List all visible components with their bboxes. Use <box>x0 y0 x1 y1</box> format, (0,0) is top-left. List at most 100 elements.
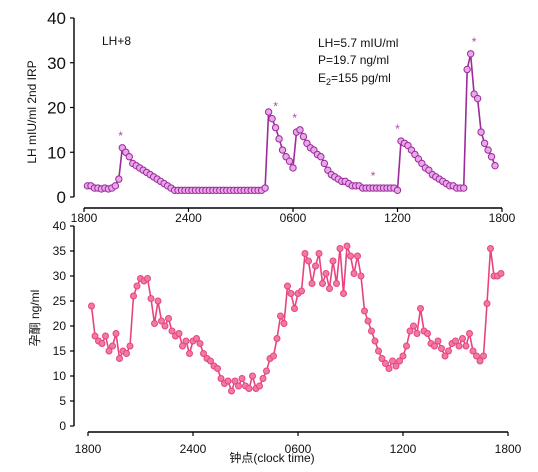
progesterone-plot-area <box>88 242 505 395</box>
lh-value-label: LH=5.7 mIU/ml <box>318 36 398 50</box>
progesterone-y-axis-title: 孕酮 ng/ml <box>28 290 42 347</box>
lh-data-point <box>261 184 269 192</box>
progesterone-data-point <box>273 335 281 342</box>
progesterone-data-point <box>406 327 414 335</box>
progesterone-data-point <box>361 307 368 315</box>
lh-data-point <box>480 139 489 148</box>
progesterone-data-point <box>378 355 386 362</box>
progesterone-y-axis: 0 5 10 15 20 25 30 35 40 <box>53 219 75 433</box>
progesterone-data-point <box>480 352 487 360</box>
progesterone-data-point <box>123 350 130 357</box>
progesterone-data-point <box>116 355 123 362</box>
estradiol-suffix: =155 pg/ml <box>331 71 391 85</box>
progesterone-data-point <box>469 347 477 355</box>
progesterone-data-point <box>161 322 169 330</box>
progesterone-series-line <box>90 245 502 394</box>
progesterone-data-point <box>371 337 379 345</box>
progesterone-y-tick-label: 15 <box>53 344 67 358</box>
progesterone-data-point <box>329 257 337 265</box>
progesterone-data-point <box>144 275 151 282</box>
lh-data-point <box>296 126 304 134</box>
progesterone-data-point <box>322 270 330 277</box>
progesterone-y-tick-label: 5 <box>59 394 66 408</box>
progesterone-data-point <box>340 290 347 297</box>
progesterone-data-point <box>301 250 309 257</box>
progesterone-data-point <box>214 365 221 372</box>
lh-y-tick-label: 20 <box>47 99 66 118</box>
progesterone-data-point <box>207 357 214 365</box>
progesterone-data-point <box>158 317 165 325</box>
x-axis-title: 钟点(clock time) <box>229 450 314 465</box>
progesterone-data-point <box>354 252 361 260</box>
progesterone-data-point <box>182 337 190 345</box>
pulse-marker: * <box>273 100 278 114</box>
progesterone-y-tick-label: 35 <box>53 244 67 258</box>
progesterone-data-point <box>466 330 473 337</box>
progesterone-data-point <box>133 282 141 290</box>
progesterone-data-point <box>287 290 295 297</box>
progesterone-y-tick-label: 0 <box>59 419 66 433</box>
lh-data-point <box>317 153 325 161</box>
progesterone-data-point <box>368 327 375 335</box>
estradiol-value-label: E2=155 pg/ml <box>318 71 391 87</box>
lh-y-tick-label: 0 <box>57 188 66 207</box>
progesterone-data-point <box>154 297 162 305</box>
progesterone-data-point <box>483 300 491 307</box>
progesterone-data-point <box>473 352 480 360</box>
progesterone-data-point <box>497 270 505 277</box>
progesterone-data-point <box>88 302 95 310</box>
estradiol-prefix: E <box>318 71 326 85</box>
progesterone-data-point <box>277 312 284 320</box>
progesterone-data-point <box>217 375 225 382</box>
lh-data-point <box>289 164 297 172</box>
pulse-marker: * <box>371 169 376 183</box>
progesterone-data-point <box>487 245 494 252</box>
progesterone-data-point <box>196 340 204 347</box>
progesterone-data-point <box>392 362 400 370</box>
progesterone-data-point <box>168 327 176 335</box>
progesterone-data-point <box>91 332 99 340</box>
progesterone-data-point <box>249 372 256 380</box>
progesterone-data-point <box>319 280 326 287</box>
lh-data-point <box>115 175 123 183</box>
progesterone-data-point <box>165 315 172 322</box>
progesterone-data-point <box>455 342 463 350</box>
progesterone-data-point <box>256 382 263 390</box>
lh-data-point <box>264 108 273 116</box>
lh-y-axis: 0 10 20 30 40 <box>47 9 75 207</box>
lh-annotations: LH+8 LH=5.7 mIU/ml P=19.7 ng/ml E2=155 p… <box>102 34 398 87</box>
progesterone-data-point <box>235 382 242 390</box>
progesterone-data-point <box>375 347 382 355</box>
progesterone-data-point <box>424 330 431 337</box>
progesterone-data-point <box>385 365 393 372</box>
progesterone-data-point <box>130 292 137 300</box>
lh-x-axis: 1800 2400 0600 1200 1800 <box>71 207 516 225</box>
progesterone-data-point <box>102 332 109 340</box>
progesterone-data-point <box>445 347 452 355</box>
progesterone-data-point <box>434 337 442 345</box>
progesterone-data-point <box>315 250 323 257</box>
lh-data-point <box>466 50 475 58</box>
lh-data-point <box>393 186 402 194</box>
progesterone-value-label: P=19.7 ng/ml <box>318 53 389 67</box>
progesterone-data-point <box>326 285 333 292</box>
lh-y-tick-label: 10 <box>47 143 66 162</box>
progesterone-y-tick-label: 40 <box>53 219 67 233</box>
progesterone-data-point <box>238 375 246 382</box>
lh-x-tick-label: 0600 <box>280 211 307 225</box>
lh-x-tick-label: 1800 <box>71 211 98 225</box>
progesterone-data-point <box>179 342 186 350</box>
progesterone-data-point <box>298 287 305 295</box>
progesterone-data-point <box>112 330 120 337</box>
lh-data-point <box>477 128 485 136</box>
lh-x-tick-label: 1200 <box>384 211 411 225</box>
progesterone-data-point <box>263 367 270 375</box>
lh-data-point <box>487 153 496 161</box>
progesterone-data-point <box>312 262 319 270</box>
lh-data-point <box>463 65 471 74</box>
progesterone-data-point <box>333 280 340 287</box>
progesterone-data-point <box>126 342 134 350</box>
progesterone-data-point <box>224 377 232 385</box>
lh-y-axis-title: LH mIU/ml 2nd IRP <box>25 60 39 163</box>
